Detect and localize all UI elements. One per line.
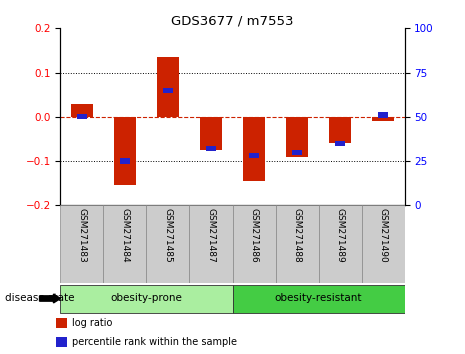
Text: GSM271488: GSM271488 [292, 208, 301, 262]
Text: GSM271484: GSM271484 [120, 208, 129, 262]
Bar [249, 153, 259, 159]
Bar [114, 117, 136, 185]
Bar [71, 103, 93, 117]
Bar [60, 205, 103, 283]
Bar [120, 159, 130, 164]
Text: GSM271487: GSM271487 [206, 208, 215, 262]
Text: GSM271486: GSM271486 [250, 208, 259, 262]
Text: disease state: disease state [5, 293, 74, 303]
Bar [232, 285, 405, 314]
Bar [372, 117, 394, 121]
Bar [163, 88, 173, 93]
Bar [335, 141, 345, 146]
Bar [275, 205, 319, 283]
Bar [77, 114, 86, 120]
Text: GSM271485: GSM271485 [164, 208, 173, 262]
Bar [286, 117, 308, 156]
Bar [157, 57, 179, 117]
Bar [200, 117, 222, 150]
Bar [379, 113, 388, 118]
Bar [190, 205, 232, 283]
Bar [243, 117, 265, 181]
Bar [56, 337, 67, 347]
Bar [232, 205, 275, 283]
Bar [319, 205, 362, 283]
Text: log ratio: log ratio [72, 318, 113, 328]
Bar [146, 205, 190, 283]
Bar [56, 318, 67, 328]
Text: obesity-resistant: obesity-resistant [275, 293, 362, 303]
Text: GSM271490: GSM271490 [379, 208, 387, 262]
Text: GSM271483: GSM271483 [78, 208, 86, 262]
Title: GDS3677 / m7553: GDS3677 / m7553 [171, 14, 294, 27]
Bar [329, 117, 351, 143]
Bar [206, 146, 216, 152]
Text: GSM271489: GSM271489 [336, 208, 345, 262]
Text: percentile rank within the sample: percentile rank within the sample [72, 337, 237, 347]
Bar [292, 149, 302, 155]
Bar [103, 205, 146, 283]
Bar [60, 285, 232, 314]
Text: obesity-prone: obesity-prone [111, 293, 182, 303]
Bar [362, 205, 405, 283]
